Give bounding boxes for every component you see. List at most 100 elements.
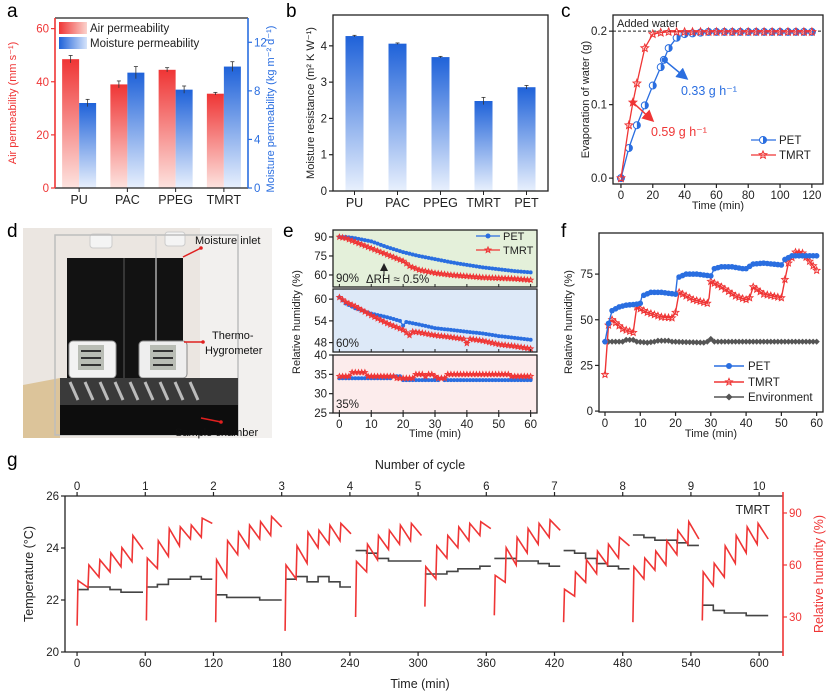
x-tick-label: PAC — [385, 196, 410, 210]
marker-pet — [522, 269, 527, 274]
y-tick-label: 3 — [321, 77, 327, 89]
marker-half-fill — [628, 144, 633, 152]
bar-moisture-permeability-pac — [127, 72, 145, 188]
x2-tick-label: 8 — [620, 481, 626, 493]
x-tick-label: 60 — [810, 418, 823, 430]
x-tick-label: 300 — [408, 658, 427, 670]
bar-air-permeability-tmrt — [206, 93, 224, 188]
y-axis-title: Relative humidity (%) — [291, 270, 303, 374]
marker-pet — [378, 313, 383, 318]
marker-pet — [401, 323, 406, 328]
marker-pet — [359, 237, 364, 242]
marker-tmrt — [393, 323, 401, 331]
panel-label-a: a — [7, 1, 18, 22]
bar-ppeg — [431, 57, 450, 191]
panel-label-e: e — [283, 221, 294, 242]
marker-pet — [813, 253, 820, 259]
marker-pet — [490, 333, 495, 338]
marker-pet — [429, 325, 434, 330]
x-axis-title: Time (min) — [685, 428, 737, 440]
marker-tmrt — [776, 293, 786, 302]
legend-label-environment: Environment — [748, 392, 813, 404]
rh-line-cycle-7 — [493, 518, 561, 616]
rh-line-cycle-2 — [145, 516, 213, 621]
marker-pet — [382, 314, 386, 319]
x-tick-label: PPEG — [158, 193, 193, 207]
marker-tmrt — [671, 26, 682, 37]
line-tmrt — [604, 251, 818, 375]
temperature-line-cycle-1 — [77, 586, 143, 594]
marker-pet — [413, 321, 418, 326]
x-tick-label: 180 — [272, 658, 291, 670]
marker-pet — [397, 318, 402, 323]
x-axis-title: Time (min) — [692, 200, 744, 212]
photo-test-chamber: Moisture inlet Thermo- Hygrometer Sample… — [23, 228, 272, 439]
x-tick-label: 60 — [710, 190, 723, 202]
x2-tick-label: 7 — [551, 481, 557, 493]
marker-tmrt — [383, 250, 391, 258]
y-tick-label: 75 — [314, 251, 327, 263]
label-moisture-inlet: Moisture inlet — [195, 235, 260, 247]
y-tick-label: 4 — [321, 41, 328, 53]
marker-pet — [509, 268, 514, 273]
plot-frame — [612, 14, 824, 185]
marker-pet — [407, 251, 412, 256]
bar-air-permeability-pu — [62, 59, 80, 188]
marker-environment — [697, 339, 704, 346]
marker-pet — [417, 253, 422, 258]
x-tick-label: PAC — [115, 193, 140, 207]
marker-pet — [519, 269, 524, 274]
y-right-tick-label: 8 — [254, 86, 260, 98]
x-axis-title: Time (min) — [409, 428, 461, 440]
marker-pet — [452, 328, 457, 333]
marker-tmrt — [418, 266, 426, 274]
marker-half-fill — [652, 82, 657, 90]
rh-line-cycle-5 — [354, 521, 423, 618]
marker-pet — [436, 257, 441, 262]
panel-label-f: f — [561, 221, 567, 242]
marker-pet — [388, 316, 393, 321]
marker-pet — [385, 315, 390, 320]
marker-environment — [806, 338, 813, 345]
marker-tmrt — [459, 335, 468, 343]
marker-pet — [468, 263, 473, 268]
marker-tmrt — [783, 26, 793, 37]
marker-tmrt — [370, 313, 379, 321]
marker-pet — [525, 337, 530, 342]
marker-tmrt — [667, 313, 677, 322]
marker-tmrt — [709, 278, 719, 288]
marker-tmrt — [396, 324, 404, 332]
x-tick-label: 480 — [613, 658, 632, 670]
marker-pet — [458, 378, 463, 383]
marker-pet — [480, 378, 485, 383]
marker-environment — [750, 338, 757, 345]
marker-tmrt — [482, 337, 490, 345]
y-left-tick-label: 0 — [43, 183, 49, 195]
marker-pet — [461, 378, 466, 383]
marker-pet — [353, 376, 358, 381]
marker-tmrt — [380, 249, 388, 257]
marker-tmrt — [389, 253, 398, 261]
marker-tmrt — [711, 26, 722, 37]
panel-label-d: d — [7, 221, 18, 242]
marker-tmrt — [399, 257, 407, 265]
x-tick-label: 0 — [74, 658, 80, 670]
subplot-35pct: 25 30 35 40 35% — [314, 350, 538, 420]
marker-pet — [515, 269, 520, 274]
marker-pet — [452, 378, 457, 383]
legend-marker-tmrt — [758, 149, 768, 160]
marker-environment — [718, 338, 725, 345]
marker-tmrt — [685, 293, 695, 302]
marker-pet — [452, 260, 457, 265]
marker-tmrt — [412, 264, 420, 272]
marker-tmrt — [600, 369, 610, 379]
marker-pet — [778, 262, 785, 268]
marker-half-fill — [636, 121, 641, 129]
rh-line-cycle-8 — [562, 535, 631, 623]
marker-environment — [714, 338, 721, 345]
x-tick-label: 20 — [646, 190, 659, 202]
x2-tick-label: 3 — [278, 481, 284, 493]
x-tick-label: 60 — [139, 658, 152, 670]
